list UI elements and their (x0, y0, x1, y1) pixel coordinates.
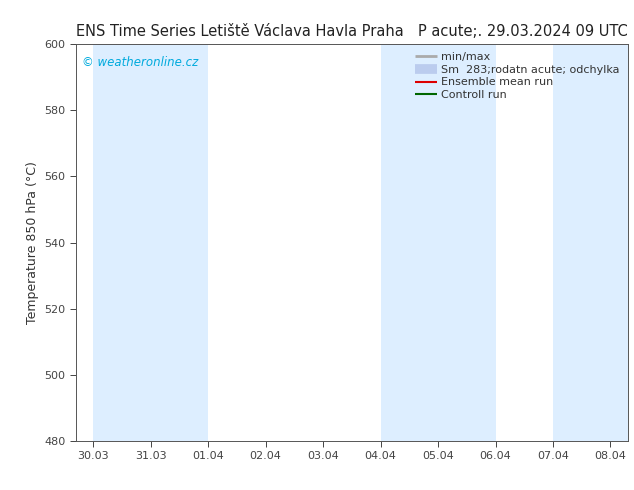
Legend: min/max, Sm  283;rodatn acute; odchylka, Ensemble mean run, Controll run: min/max, Sm 283;rodatn acute; odchylka, … (413, 49, 622, 102)
Text: P acute;. 29.03.2024 09 UTC: P acute;. 29.03.2024 09 UTC (418, 24, 628, 39)
Bar (553, 44, 634, 441)
Y-axis label: Temperature 850 hPa (°C): Temperature 850 hPa (°C) (26, 161, 39, 324)
Text: ENS Time Series Letiště Václava Havla Praha: ENS Time Series Letiště Václava Havla Pr… (76, 24, 404, 39)
Text: © weatheronline.cz: © weatheronline.cz (82, 56, 198, 69)
Bar (380, 44, 496, 441)
Bar (93, 44, 208, 441)
